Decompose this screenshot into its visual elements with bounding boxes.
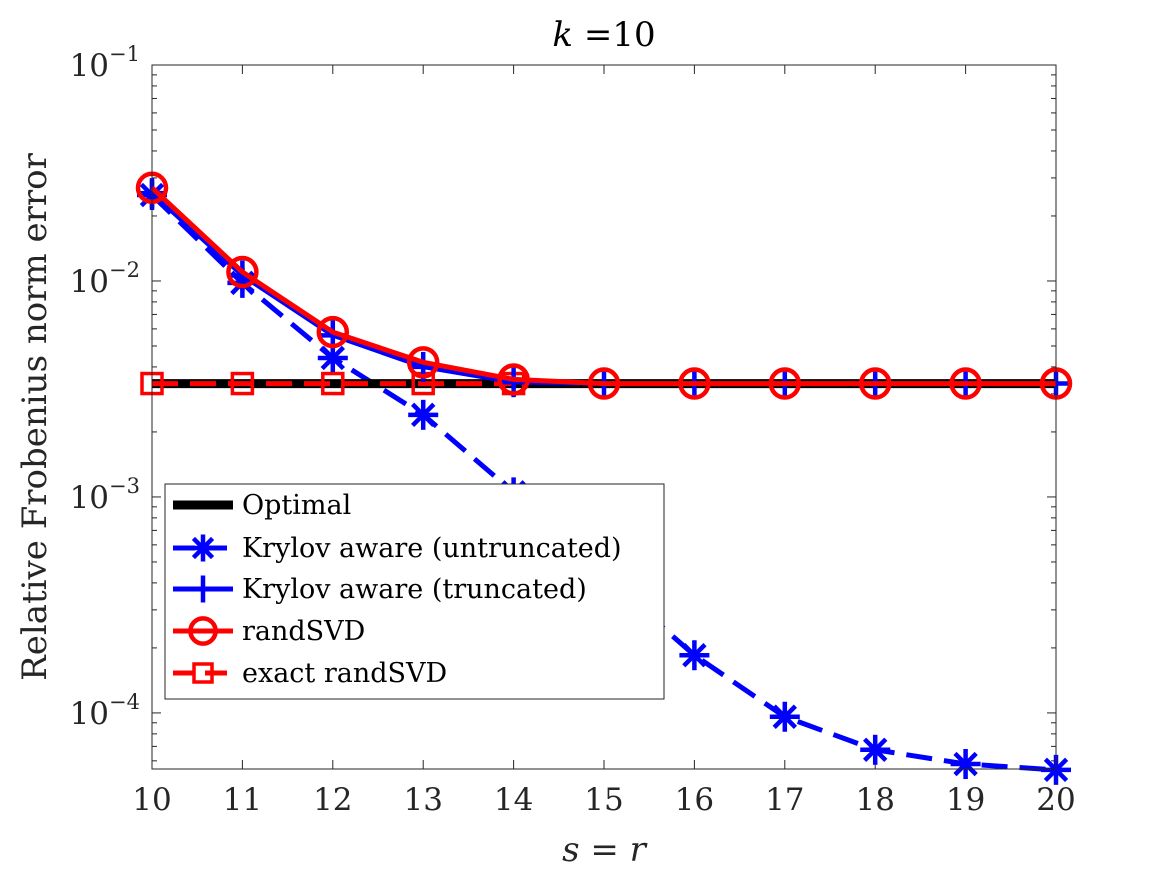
circle-marker [858,367,892,400]
x-tick-label: 15 [584,782,623,818]
x-tick-label: 12 [313,782,352,818]
x-tick-label: 20 [1036,782,1075,818]
x-axis-label-left: s [562,830,579,870]
y-tick-label-exponent: −2 [109,258,140,282]
asterisk-stroke [191,536,215,560]
x-axis-label: s = r [562,830,648,870]
legend-entry: randSVD [173,616,365,647]
y-tick-label: 10−4 [70,690,140,732]
y-tick-label: 10−3 [70,474,140,516]
asterisk-stroke [411,402,436,428]
chart-title-equals: = [573,15,612,55]
circle-marker [678,367,711,400]
legend-entry: exact randSVD [173,658,447,689]
y-tick-labels: 10−110−210−310−4 [70,42,140,732]
legend-entry: Krylov aware (untruncated) [173,533,622,564]
y-tick-label-base: 10 [70,48,109,84]
chart-title-variable: k [552,15,573,55]
legend-label: Optimal [242,490,351,521]
legend-label: randSVD [242,616,365,647]
asterisk-stroke [320,345,345,371]
x-axis-label-operator: = [580,830,630,870]
chart-title: k =10 [552,15,655,55]
asterisk-marker [860,734,891,765]
asterisk-marker [408,399,439,430]
circle-marker [768,367,802,400]
asterisk-stroke [953,751,978,777]
x-tick-label: 10 [132,782,171,818]
chart-title-value: 10 [612,15,655,55]
asterisk-stroke [772,704,797,729]
x-tick-label: 18 [855,782,894,818]
asterisk-marker [189,534,217,562]
circle-marker [587,367,621,400]
circle-marker [188,616,218,646]
y-tick-label: 10−2 [70,258,140,300]
x-tick-label: 16 [675,782,714,818]
y-tick-label-base: 10 [70,696,109,732]
square-marker [230,371,255,396]
legend-label: Krylov aware (untruncated) [242,533,622,564]
circle-marker [406,346,440,379]
asterisk-marker [769,701,800,732]
legend-entry: Optimal [173,490,351,521]
x-tick-label: 14 [494,782,533,818]
y-tick-label: 10−1 [70,42,140,84]
asterisk-stroke [1043,757,1069,783]
y-axis-label: Relative Frobenius norm error [15,152,55,680]
asterisk-marker [950,749,981,780]
circle-marker [497,363,530,396]
y-tick-label-base: 10 [70,480,109,516]
x-tick-label: 17 [765,782,804,818]
legend-label: Krylov aware (truncated) [242,574,587,605]
asterisk-marker [679,640,710,671]
legend-label: exact randSVD [242,658,447,689]
legend: Optimal Krylov aware (untruncated) Krylov … [164,483,665,700]
asterisk-stroke [682,643,707,668]
series-line [150,185,1056,387]
circle-marker [949,367,982,400]
square-marker [321,371,345,396]
y-tick-label-exponent: −4 [109,690,140,714]
x-tick-label: 11 [223,782,262,818]
plus-marker [189,575,217,603]
legend-entry: Krylov aware (truncated) [173,574,587,605]
circle-marker [226,255,259,289]
y-tick-label-exponent: −1 [109,42,140,66]
x-tick-label: 13 [403,782,442,818]
asterisk-stroke [863,737,888,762]
y-tick-label-base: 10 [70,264,109,300]
axes-box [151,64,1057,770]
y-tick-label-exponent: −3 [109,474,140,498]
circle-marker [316,315,350,349]
series-randsvd [135,171,1073,400]
x-tick-label: 19 [946,782,985,818]
x-axis-label-right: r [630,830,648,870]
series-layer [135,171,1073,785]
x-tick-labels: 10 11 12 13 14 15 16 17 18 19 20 [132,782,1075,818]
legend-box [164,483,665,700]
square-marker [192,662,214,684]
